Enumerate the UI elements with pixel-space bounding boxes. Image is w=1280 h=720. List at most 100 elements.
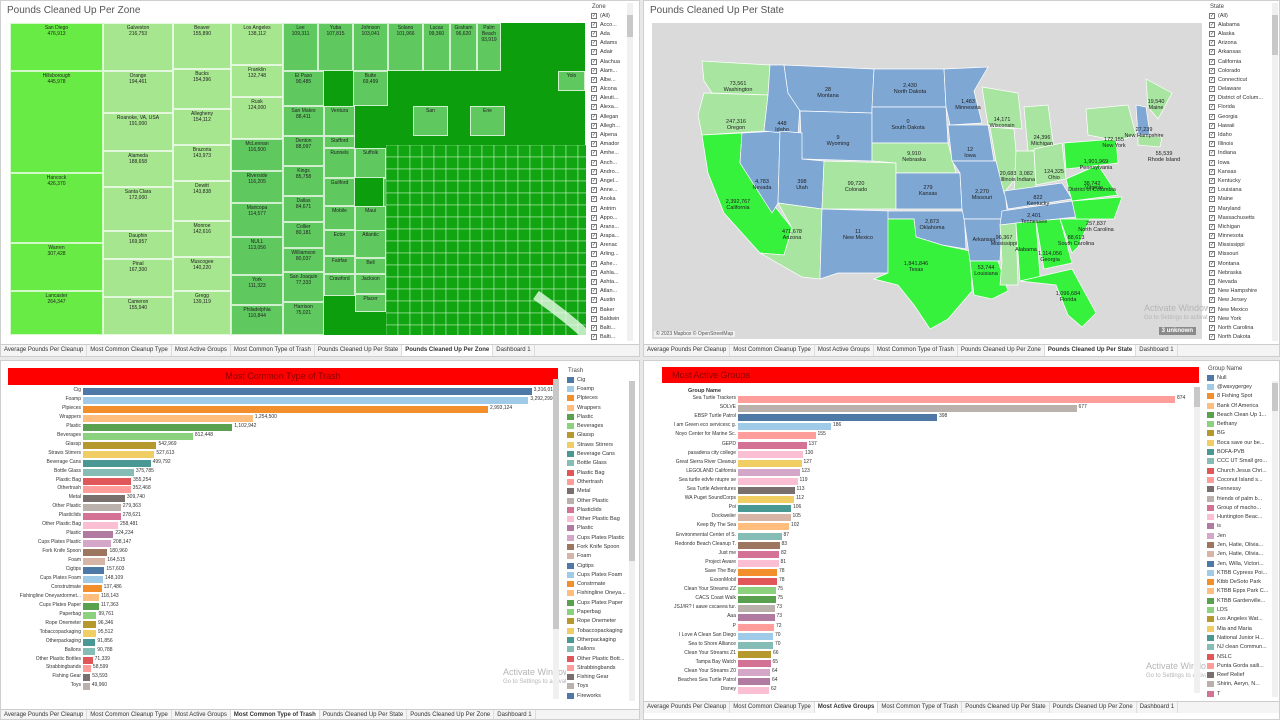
treemap-cell[interactable]: Gregg 139,119 (173, 291, 231, 335)
group-bar[interactable] (738, 477, 798, 485)
filter-item[interactable]: ✓ Anch... (590, 158, 626, 167)
filter-item[interactable]: ✓ Idaho (1208, 130, 1271, 139)
checkbox[interactable]: ✓ (591, 95, 597, 102)
group-legend-item[interactable]: Jen, Hatie, Olivia... (1206, 540, 1270, 549)
checkbox[interactable]: ✓ (591, 76, 597, 83)
trash-bar-row[interactable]: Bottle Glass 375,785 (1, 468, 561, 477)
sheet-tab[interactable]: Most Common Type of Trash (230, 710, 320, 719)
group-bar[interactable] (738, 669, 770, 676)
trash-bar-row[interactable]: Other Plastic Bottles 71,339 (1, 656, 561, 665)
checkbox[interactable]: ✓ (1209, 150, 1215, 157)
trash-bar-row[interactable]: Rope Onemeter 96,346 (1, 620, 561, 629)
filter-item[interactable]: ✓ Arling... (590, 250, 626, 259)
trash-bar-row[interactable]: Cups Plates Plastic 208,147 (1, 539, 561, 548)
trash-bar[interactable] (83, 405, 488, 413)
treemap-cell[interactable]: Cameron 155,940 (103, 297, 173, 335)
checkbox[interactable]: ✓ (591, 315, 597, 322)
checkbox[interactable]: ✓ (1209, 306, 1215, 313)
filter-item[interactable]: ✓ Balti... (590, 333, 626, 341)
checkbox[interactable]: ✓ (1209, 21, 1215, 28)
filter-item[interactable]: ✓ Massachusetts (1208, 213, 1271, 222)
checkbox[interactable]: ✓ (591, 269, 597, 276)
trash-legend-item[interactable]: Plastic (566, 412, 628, 421)
trash-bar[interactable] (83, 567, 105, 574)
treemap-cell[interactable]: Crawford (324, 274, 355, 296)
trash-bar[interactable] (83, 513, 121, 521)
group-legend-item[interactable]: NSLC (1206, 652, 1270, 661)
group-bar[interactable] (738, 678, 770, 686)
filter-item[interactable]: ✓ Colorado (1208, 66, 1271, 75)
treemap-cell[interactable]: Beaver 155,890 (173, 23, 231, 69)
checkbox[interactable]: ✓ (1209, 242, 1215, 249)
group-bar-row[interactable]: Clean Your Streams ZZ 75 (644, 586, 1204, 595)
group-legend-item[interactable]: friends of palm b... (1206, 494, 1270, 503)
sheet-tab[interactable]: Average Pounds Per Cleanup (644, 702, 731, 713)
treemap-cell[interactable]: San Joaquin 77,333 (283, 272, 324, 302)
checkbox[interactable]: ✓ (1209, 40, 1215, 47)
treemap-cell[interactable]: Yuba 107,815 (318, 23, 353, 71)
treemap-cell[interactable]: Bell (355, 258, 386, 274)
group-bar[interactable] (738, 450, 803, 458)
trash-legend-item[interactable]: Other Plastic Bott... (566, 654, 628, 663)
trash-bar-row[interactable]: Cups Plates Paper 117,363 (1, 602, 561, 611)
treemap-cell[interactable]: San Mateo 88,411 (283, 106, 324, 136)
trash-bar-row[interactable]: Othertrash 352,468 (1, 485, 561, 494)
treemap-cell[interactable]: Dauphin 169,957 (103, 231, 173, 259)
trash-legend-item[interactable]: Plastic (566, 524, 628, 533)
checkbox[interactable]: ✓ (591, 205, 597, 212)
trash-bar-row[interactable]: Plpieces 2,993,124 (1, 405, 561, 414)
trash-bar-row[interactable]: Paperbag 99,761 (1, 611, 561, 620)
trash-bar-row[interactable]: Cups Plates Foam 148,109 (1, 575, 561, 584)
trash-legend-item[interactable]: Strabbingbands (566, 663, 628, 672)
treemap-cell[interactable]: Stafford (324, 136, 355, 148)
group-bar[interactable] (738, 414, 937, 422)
trash-legend-item[interactable]: Tobaccopackaging (566, 626, 628, 635)
sheet-tab[interactable]: Pounds Cleaned Up Per State (320, 710, 408, 719)
trash-legend-item[interactable]: Otherpackaging (566, 635, 628, 644)
trash-bar[interactable] (83, 575, 104, 583)
group-bar-row[interactable]: P 72 (644, 623, 1204, 632)
group-bar-row[interactable]: LEGOLAND California 123 (644, 468, 1204, 477)
sheet-tab[interactable]: Average Pounds Per Cleanup (1, 710, 88, 719)
treemap-cell[interactable]: Franklin 132,748 (231, 65, 283, 97)
group-legend-item[interactable]: National Junior H... (1206, 633, 1270, 642)
groups-legend-scrollbar[interactable] (1272, 381, 1278, 697)
checkbox[interactable]: ✓ (1209, 324, 1215, 331)
trash-bar[interactable] (83, 549, 108, 557)
sheet-tab[interactable]: Pounds Cleaned Up Per State (1044, 345, 1137, 356)
sheet-tab[interactable]: Dashboard 1 (1137, 702, 1179, 713)
sheet-tab[interactable]: Most Common Type of Trash (878, 702, 963, 713)
group-bar-row[interactable]: Save The Bay 78 (644, 568, 1204, 577)
treemap-cell[interactable]: Allegheny 154,112 (173, 109, 231, 145)
filter-item[interactable]: ✓ Maryland (1208, 204, 1271, 213)
treemap-cell[interactable]: Erie (470, 106, 505, 136)
filter-item[interactable]: ✓ Maine (1208, 195, 1271, 204)
sheet-tab[interactable]: Pounds Cleaned Up Per State (962, 702, 1050, 713)
treemap-cell[interactable]: McLennan 116,500 (231, 139, 283, 171)
sheet-tab[interactable]: Average Pounds Per Cleanup (644, 345, 731, 356)
group-bar-row[interactable]: Noyo Center for Marine Sc. 155 (644, 431, 1204, 440)
checkbox[interactable]: ✓ (1209, 279, 1215, 286)
group-bar[interactable] (738, 587, 776, 595)
filter-item[interactable]: ✓ Arkansas (1208, 48, 1271, 57)
trash-bar[interactable] (83, 683, 90, 691)
trash-bar-row[interactable]: Construtmate 137,486 (1, 584, 561, 593)
trash-bar-row[interactable]: Strabbingbands 58,599 (1, 664, 561, 673)
treemap-cell[interactable]: Lucas 99,360 (423, 23, 450, 71)
checkbox[interactable]: ✓ (1209, 49, 1215, 56)
filter-item[interactable]: ✓ Angel... (590, 176, 626, 185)
filter-item[interactable]: ✓ North Carolina (1208, 323, 1271, 332)
group-bar-row[interactable]: EBSP Turtle Patrol 398 (644, 413, 1204, 422)
trash-bar-row[interactable]: Plastic 1,102,942 (1, 423, 561, 432)
filter-item[interactable]: ✓ Alabama (1208, 20, 1271, 29)
group-bar-row[interactable]: Disney 62 (644, 686, 1204, 695)
filter-item[interactable]: ✓ Arenac (590, 241, 626, 250)
trash-bar-row[interactable]: Fishingline Oneyardormet... 118,143 (1, 593, 561, 602)
trash-legend-item[interactable]: Foam (566, 552, 628, 561)
group-legend-item[interactable]: LDS (1206, 605, 1270, 614)
group-legend-item[interactable]: Coconut Island s... (1206, 475, 1270, 484)
treemap-cell[interactable]: San (413, 106, 448, 136)
sheet-tab[interactable]: Most Common Cleanup Type (730, 702, 815, 713)
trash-bar-row[interactable]: Plasticlids 278,621 (1, 512, 561, 521)
treemap-cell[interactable]: Monroe 142,616 (173, 221, 231, 257)
